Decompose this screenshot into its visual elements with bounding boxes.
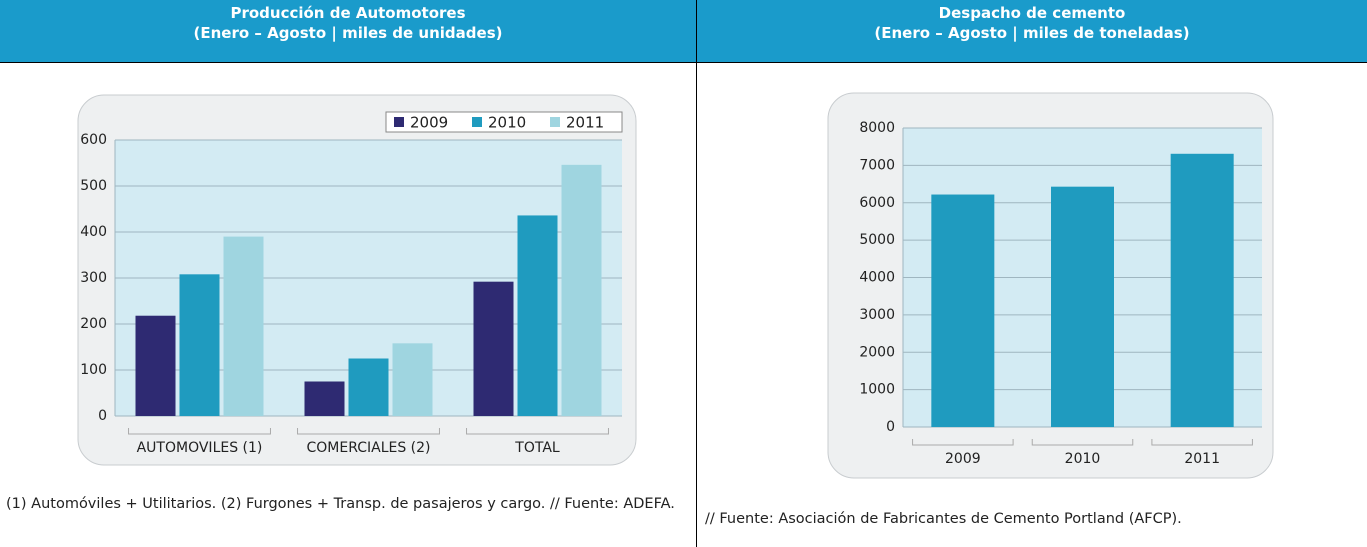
y-tick-label: 5000 xyxy=(859,232,895,248)
chart-title: Producción de Automotores xyxy=(230,4,466,22)
category-bracket xyxy=(466,428,609,435)
y-tick-label: 6000 xyxy=(859,195,895,211)
header-cell: Despacho de cemento (Enero – Agosto | mi… xyxy=(697,0,1367,62)
x-tick-label: 2011 xyxy=(1184,451,1220,467)
bar xyxy=(304,381,345,416)
legend-swatch xyxy=(472,117,482,127)
bar xyxy=(392,343,433,416)
row-divider xyxy=(0,62,1367,63)
y-tick-label: 7000 xyxy=(859,157,895,173)
bar xyxy=(135,315,176,416)
category-bracket xyxy=(1031,439,1134,446)
chart-subtitle: (Enero – Agosto | miles de unidades) xyxy=(193,24,503,42)
y-tick-label: 100 xyxy=(80,362,107,378)
y-tick-label: 4000 xyxy=(859,270,895,286)
y-tick-label: 600 xyxy=(80,132,107,148)
category-bracket xyxy=(297,428,440,435)
category-bracket xyxy=(128,428,271,435)
y-tick-label: 200 xyxy=(80,316,107,332)
legend-box xyxy=(385,111,623,133)
chart-title: Despacho de cemento xyxy=(938,4,1126,22)
footnote: // Fuente: Asociación de Fabricantes de … xyxy=(705,511,1182,527)
legend-swatch xyxy=(550,117,560,127)
x-tick-label: AUTOMOVILES (1) xyxy=(137,440,263,456)
x-tick-label: TOTAL xyxy=(514,440,560,456)
bar xyxy=(473,281,514,416)
y-tick-label: 500 xyxy=(80,178,107,194)
bar xyxy=(561,164,602,416)
y-tick-label: 400 xyxy=(80,224,107,240)
y-tick-label: 1000 xyxy=(859,382,895,398)
y-tick-label: 300 xyxy=(80,270,107,286)
bar xyxy=(223,236,264,416)
bar xyxy=(348,358,389,416)
legend-swatch xyxy=(394,117,404,127)
y-tick-label: 0 xyxy=(98,408,107,424)
bar xyxy=(931,194,995,427)
column-divider xyxy=(696,0,697,547)
chart-subtitle: (Enero – Agosto | miles de toneladas) xyxy=(874,24,1190,42)
bar xyxy=(1051,186,1114,427)
x-tick-label: 2009 xyxy=(945,451,981,467)
y-tick-label: 0 xyxy=(886,419,895,435)
legend-label: 2010 xyxy=(488,114,526,132)
y-tick-label: 8000 xyxy=(859,120,895,136)
x-tick-label: COMERCIALES (2) xyxy=(306,440,430,456)
legend-label: 2009 xyxy=(410,114,448,132)
footnote: (1) Automóviles + Utilitarios. (2) Furgo… xyxy=(6,496,675,512)
header-cell: Producción de Automotores (Enero – Agost… xyxy=(0,0,696,62)
x-tick-label: 2010 xyxy=(1065,451,1101,467)
chart: 0 100 200 300 400 500 600 AUTOMOVILES (1) COMERC… xyxy=(77,94,637,466)
chart: 0 1000 2000 3000 4000 5000 6000 7000 8000 2009 201… xyxy=(827,92,1274,479)
bar xyxy=(1170,153,1234,427)
category-bracket xyxy=(1151,439,1253,446)
bar xyxy=(179,274,220,416)
legend-label: 2011 xyxy=(566,114,604,132)
y-tick-label: 3000 xyxy=(859,307,895,323)
bar xyxy=(517,215,558,416)
y-tick-label: 2000 xyxy=(859,344,895,360)
category-bracket xyxy=(912,439,1014,446)
